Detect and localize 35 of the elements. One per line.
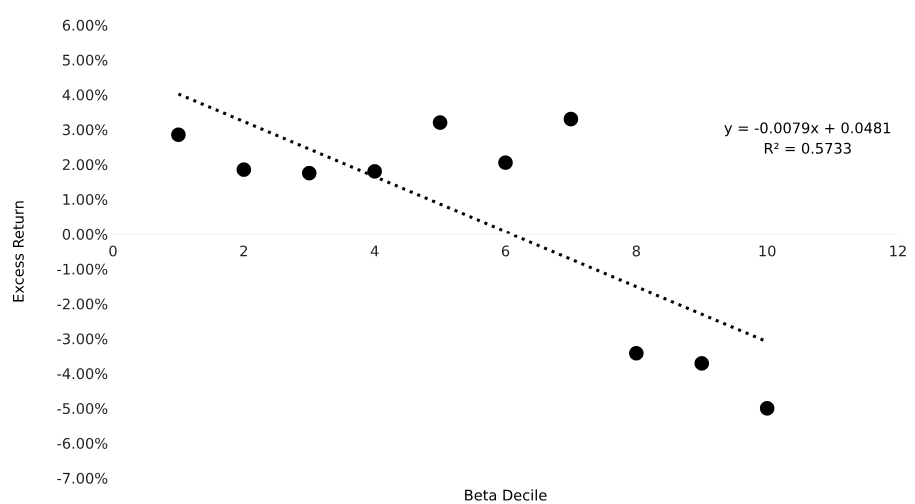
y-axis-title: Excess Return [12,201,24,302]
y-tick-label: 3.00% [62,124,108,136]
x-tick-label: 8 [632,245,640,256]
y-tick-label: -1.00% [57,264,108,275]
y-tick-label: 5.00% [62,54,108,66]
point [760,401,774,416]
x-tick-label: 4 [370,246,378,256]
x-tick-label: 6 [502,245,510,256]
y-tick-label: -7.00% [57,472,108,484]
x-axis-title: Beta Decile [465,489,547,501]
y-tick-label: -2.00% [57,298,108,310]
x-tick-label: 0 [109,245,117,256]
y-tick-label: 0.00% [62,228,108,240]
x-tick-label: 2 [240,245,248,256]
y-tick-label: 4.00% [62,89,108,100]
y-tick-label: -4.00% [57,368,108,380]
x-tick-label: 10 [759,245,776,256]
point [236,162,252,177]
point [694,356,710,371]
point [498,155,513,170]
x-tick-label: 12 [890,245,906,256]
y-tick-label: 2.00% [62,159,108,170]
y-tick-label: -5.00% [57,403,108,414]
point [302,166,317,180]
y-tick-label: -6.00% [57,438,108,449]
point [432,115,448,130]
annotation: R² = 0.5733 [764,142,851,154]
annotation: y = -0.0079x + 0.0481 [724,122,890,136]
y-tick-label: 6.00% [62,20,108,31]
point [171,127,186,142]
y-tick-label: -3.00% [57,333,108,344]
point [367,164,382,179]
point [629,346,644,361]
point [564,112,578,126]
y-tick-label: 1.00% [63,194,108,205]
